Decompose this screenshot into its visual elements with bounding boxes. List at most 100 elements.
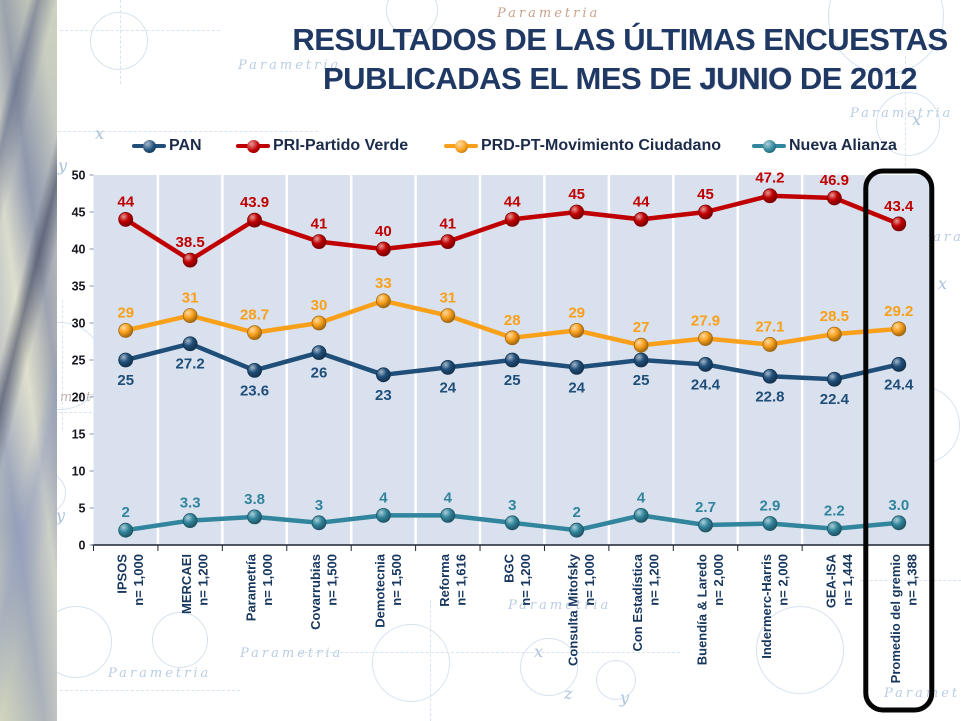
category-label: Demotecnia n= 1,500 [372, 553, 404, 627]
title-line-2: PUBLICADAS EL MES DE JUNIO DE 2012 [288, 59, 952, 98]
data-point [891, 216, 907, 232]
data-label: 3.3 [180, 495, 201, 512]
data-label: 3 [508, 497, 516, 514]
y-axis-label: 45 [72, 206, 86, 220]
data-point [891, 321, 907, 337]
data-label: 25 [504, 372, 521, 389]
data-label: 28.5 [820, 308, 849, 325]
y-axis-label: 5 [79, 502, 86, 516]
data-label: 2.9 [760, 498, 781, 515]
data-point [826, 371, 842, 387]
data-point [440, 308, 456, 324]
data-point [633, 212, 649, 227]
legend-marker-dot [246, 139, 260, 153]
highlight-box-promedio [863, 168, 935, 713]
data-point [826, 326, 842, 342]
data-point [118, 322, 134, 338]
category-label: BGC n= 1,200 [501, 553, 533, 605]
y-axis-label: 30 [72, 317, 86, 331]
category-label: Consulta Mitofsky n= 1,000 [566, 553, 598, 666]
data-point [247, 362, 262, 378]
watermark-text: Parametria [850, 106, 954, 121]
data-label: 27.9 [691, 313, 720, 330]
data-label: 41 [311, 216, 328, 233]
data-point [762, 368, 778, 384]
chart-legend: PAN PRI-Partido Verde PRD-PT-Movimiento Ci… [0, 131, 961, 161]
category-label: IPSOS n= 1,000 [115, 554, 147, 606]
data-point [826, 521, 842, 537]
data-point [376, 241, 391, 257]
data-label: 4 [379, 489, 388, 506]
y-axis-label: 50 [72, 169, 86, 183]
legend-marker-dot [454, 139, 468, 153]
data-label: 2 [122, 504, 130, 521]
category-label: Covarrubias n= 1,500 [308, 554, 340, 630]
data-label: 3.0 [888, 497, 909, 514]
sketch-circle [90, 12, 148, 70]
legend-item-pan: PAN [132, 131, 202, 161]
category-label: MERCAEI n= 1,200 [179, 554, 211, 614]
data-point [698, 517, 713, 533]
data-label: 3 [315, 497, 323, 514]
legend-label: Nueva Alianza [789, 137, 897, 154]
data-label: 41 [439, 216, 456, 233]
data-label: 22.4 [820, 391, 850, 408]
data-point [182, 308, 198, 324]
data-point [504, 352, 520, 368]
legend-marker-dot [142, 139, 156, 153]
data-label: 24 [568, 379, 585, 396]
watercolor-side-strip [0, 0, 57, 721]
category-label: Reforma n= 1,616 [437, 553, 469, 607]
data-point [633, 507, 649, 523]
data-point [440, 234, 456, 249]
data-label: 25 [117, 372, 134, 389]
legend-label: PRD-PT-Movimiento Ciudadano [481, 137, 721, 154]
data-label: 23 [375, 387, 392, 404]
data-point [311, 515, 327, 531]
data-label: 43.9 [240, 194, 269, 211]
title-line-2-prefix: PUBLICADAS EL MES DE [323, 61, 700, 96]
data-point [826, 190, 842, 206]
data-point [762, 516, 778, 531]
legend-item-prd-pt-movimiento-ciudadano: PRD-PT-Movimiento Ciudadano [444, 131, 721, 161]
sketch-letter-x: x [912, 110, 922, 129]
legend-marker-line [444, 139, 478, 153]
data-point [762, 188, 778, 204]
data-point [762, 337, 778, 352]
y-axis-label: 35 [72, 280, 86, 294]
data-label: 29 [117, 304, 134, 321]
data-label: 4 [637, 489, 646, 506]
data-point [311, 345, 327, 361]
data-point [698, 357, 713, 372]
y-axis-label: 15 [72, 428, 86, 442]
data-label: 27.2 [176, 356, 205, 373]
data-point [376, 293, 391, 309]
data-label: 24.4 [884, 376, 914, 393]
data-point [440, 507, 456, 523]
data-point [182, 513, 198, 528]
data-label: 47.2 [755, 170, 784, 187]
data-label: 22.8 [755, 388, 784, 405]
data-label: 30 [311, 297, 328, 314]
data-point [247, 212, 262, 228]
data-point [891, 515, 907, 531]
category-label: Promedio del gremio n= 1,388 [888, 554, 920, 683]
data-label: 46.9 [820, 172, 849, 189]
data-label: 23.6 [240, 382, 269, 399]
data-point [633, 337, 649, 353]
data-point [569, 359, 585, 375]
data-point [891, 357, 907, 372]
data-point [182, 252, 198, 268]
data-label: 45 [697, 186, 714, 203]
data-label: 2.7 [695, 499, 716, 516]
data-label: 27.1 [755, 318, 784, 335]
title-line-2-suffix: DE 2012 [791, 61, 918, 96]
data-label: 38.5 [176, 234, 205, 251]
data-label: 4 [444, 489, 453, 506]
data-label: 45 [568, 186, 585, 203]
data-label: 44 [504, 193, 521, 210]
data-point [633, 352, 649, 368]
title-line-1: RESULTADOS DE LAS ÚLTIMAS ENCUESTAS [292, 22, 948, 57]
